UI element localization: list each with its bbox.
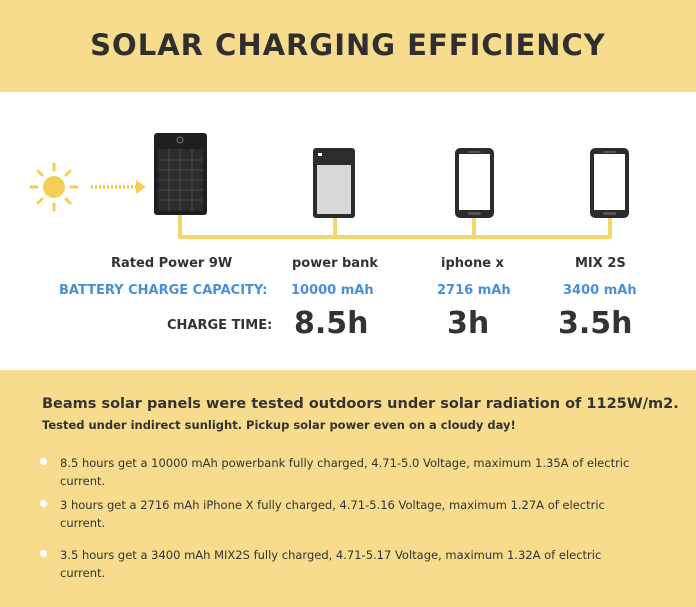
- capacity-power-bank: 10000 mAh: [291, 283, 374, 298]
- devices-illustration: [29, 133, 629, 239]
- footer-banner: Beams solar panels were tested outdoors …: [0, 370, 696, 607]
- bullet-dot: [40, 458, 47, 465]
- device-name-iphone: iphone x: [441, 256, 504, 271]
- dotted-arrow-icon: [91, 180, 146, 194]
- list-item-text: 8.5 hours get a 10000 mAh powerbank full…: [60, 456, 630, 488]
- panel-rated-power: Rated Power 9W: [111, 256, 233, 271]
- list-item-text: 3 hours get a 2716 mAh iPhone X fully ch…: [60, 498, 605, 530]
- page-title: SOLAR CHARGING EFFICIENCY: [90, 28, 606, 62]
- capacity-mix: 3400 mAh: [563, 283, 637, 298]
- bullet-dot: [40, 550, 47, 557]
- test-subtitle: Tested under indirect sunlight. Pickup s…: [42, 418, 516, 432]
- charging-cable: [178, 210, 612, 239]
- capacity-label: BATTERY CHARGE CAPACITY:: [59, 283, 268, 298]
- charge-time-mix: 3.5h: [558, 306, 633, 341]
- device-name-power-bank: power bank: [292, 256, 378, 271]
- charge-time-power-bank: 8.5h: [294, 306, 369, 341]
- test-intro: Beams solar panels were tested outdoors …: [42, 396, 679, 412]
- device-name-mix: MIX 2S: [575, 256, 626, 271]
- charge-time-label: CHARGE TIME:: [167, 318, 273, 333]
- capacity-iphone: 2716 mAh: [437, 283, 511, 298]
- bullet-dot: [40, 500, 47, 507]
- sun-icon: [29, 162, 79, 212]
- charge-time-iphone: 3h: [447, 306, 490, 341]
- solar-panel-icon: [154, 133, 207, 215]
- header-banner: SOLAR CHARGING EFFICIENCY: [0, 0, 696, 92]
- list-item-text: 3.5 hours get a 3400 mAh MIX2S fully cha…: [60, 548, 602, 580]
- devices-section: Rated Power 9W power bank iphone x MIX 2…: [0, 92, 696, 370]
- smartphone-icon: [590, 148, 629, 218]
- power-bank-icon: [313, 148, 355, 218]
- smartphone-icon: [455, 148, 494, 218]
